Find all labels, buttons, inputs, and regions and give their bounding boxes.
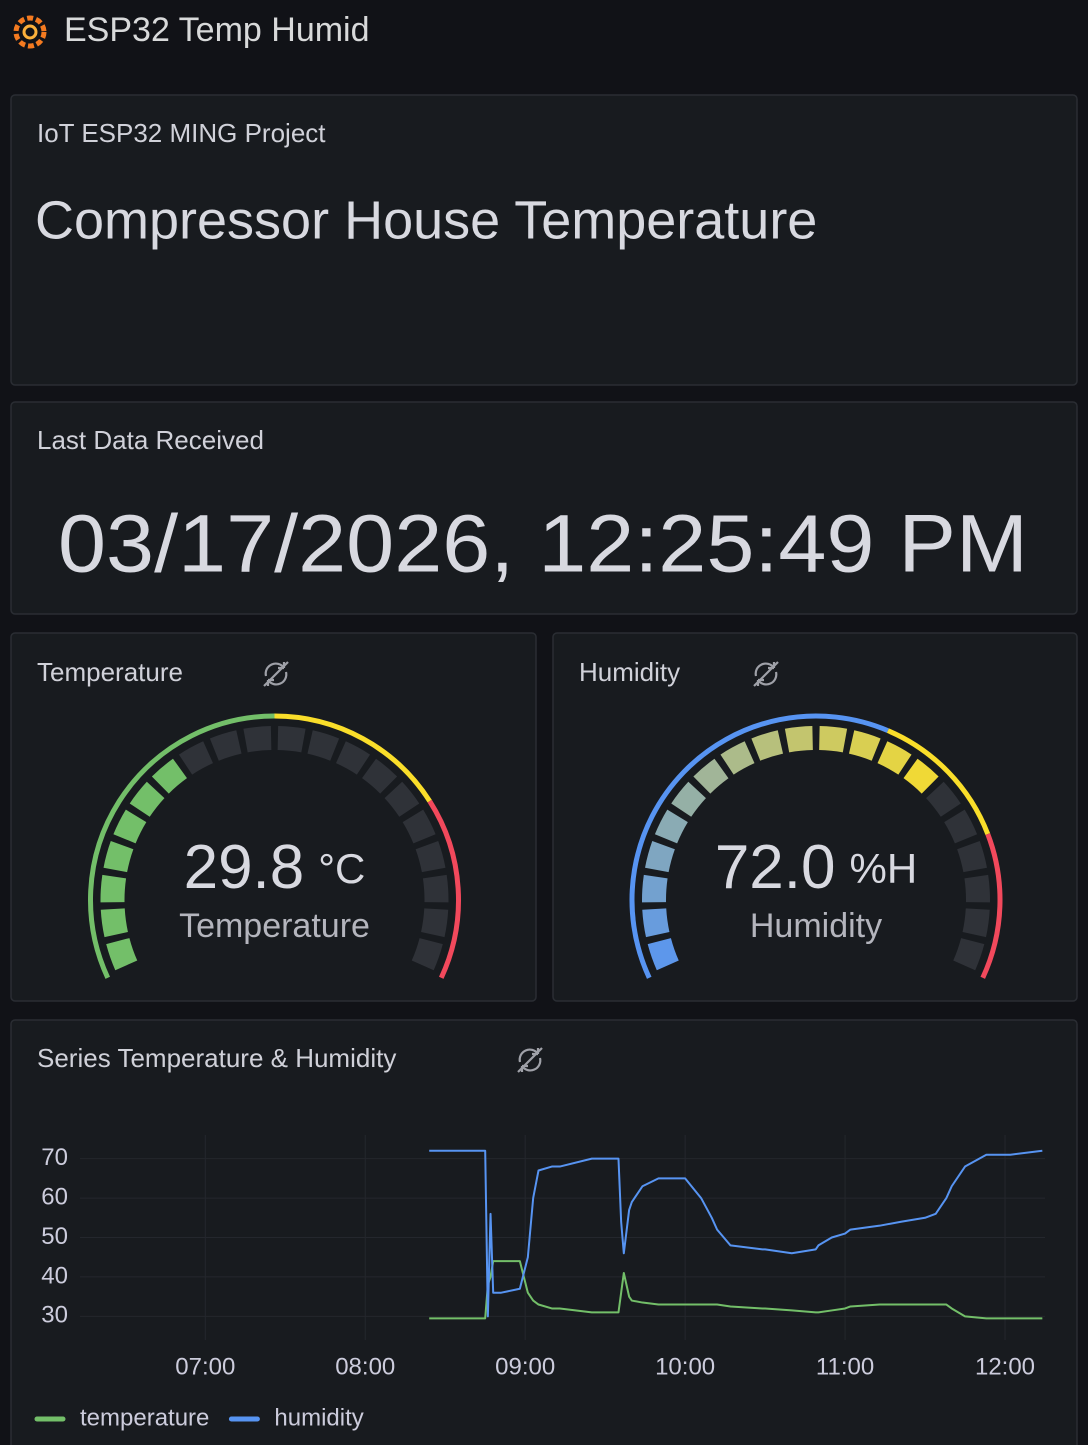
gauge-fill [645, 841, 675, 873]
x-tick-label: 08:00 [335, 1353, 395, 1380]
y-tick-label: 70 [41, 1144, 68, 1171]
gauge-track [277, 726, 306, 753]
gauge-fill [103, 841, 134, 873]
gauge-fill [671, 781, 707, 817]
gauge-fill [720, 741, 755, 775]
stat-value: 03/17/2026, 12:25:49 PM [58, 499, 1028, 590]
gauge-fill [151, 758, 188, 794]
gauge-track [422, 874, 449, 903]
gauge-track [178, 741, 214, 775]
gauge-fill [642, 874, 668, 903]
panel-title: Last Data Received [37, 425, 264, 455]
threshold-band [88, 713, 275, 979]
value-text: 72.0 [715, 833, 836, 902]
gauge-fill [903, 758, 939, 794]
gauge-fill [818, 726, 848, 753]
gauge-track [402, 809, 436, 844]
gauge-track [944, 809, 978, 844]
gauge-value: 29.8 °C [184, 833, 366, 902]
y-tick-label: 50 [41, 1223, 68, 1250]
gauge-fill [642, 908, 670, 938]
y-tick-label: 60 [41, 1183, 68, 1210]
y-tick-label: 40 [41, 1262, 68, 1289]
x-tick-label: 07:00 [175, 1353, 235, 1380]
value-text: 29.8 [184, 833, 305, 902]
series-line [429, 1149, 1043, 1318]
panel-title: Humidity [579, 657, 680, 687]
unit-text: °C [318, 845, 365, 892]
gauge-fill [106, 937, 138, 971]
gauge-fill [784, 726, 814, 753]
gauge-track [953, 937, 985, 971]
threshold-band [629, 713, 889, 979]
icon-slash [517, 1047, 543, 1073]
threshold-band [274, 713, 432, 803]
gauge-track [962, 908, 990, 938]
gauge-track [209, 730, 242, 761]
gauge-track [957, 841, 987, 873]
gauge-panel [10, 632, 537, 1002]
gauge-fill [751, 730, 784, 761]
gauge-fill [100, 874, 127, 903]
stat-panel [10, 401, 1078, 615]
gauge-fill [100, 908, 128, 938]
panel-title: Series Temperature & Humidity [37, 1043, 396, 1073]
gauge-fill [129, 781, 165, 817]
gauge-label: Humidity [750, 907, 882, 945]
x-tick-label: 09:00 [495, 1353, 555, 1380]
dashboard-title: ESP32 Temp Humid [64, 11, 370, 49]
panel-title: IoT ESP32 MING Project [37, 118, 326, 148]
gauge-fill [877, 741, 912, 775]
gauge-panel [552, 632, 1078, 1002]
x-tick-label: 10:00 [655, 1353, 715, 1380]
gauge-track [335, 741, 371, 775]
gauge-fill [693, 758, 729, 794]
panel-icon [263, 661, 289, 687]
gauge-label: Temperature [179, 907, 370, 945]
gauge-track [964, 874, 990, 903]
threshold-band [980, 833, 1003, 979]
icon-slash [263, 661, 289, 687]
gauge-track [307, 730, 340, 761]
panel-icon [753, 661, 779, 687]
y-tick-label: 30 [41, 1302, 68, 1329]
gauge-track [415, 841, 446, 873]
panel-icon [517, 1047, 543, 1073]
gauge-track [925, 781, 961, 817]
gauge-fill [113, 809, 147, 844]
threshold-band [427, 799, 461, 979]
timeseries-panel [10, 1019, 1078, 1445]
x-tick-label: 11:00 [816, 1353, 874, 1380]
gauge-track [243, 726, 272, 753]
panel-title: Temperature [37, 657, 183, 687]
x-tick-label: 12:00 [975, 1353, 1035, 1380]
legend-label: temperature [80, 1404, 209, 1431]
icon-slash [753, 661, 779, 687]
unit-text: %H [849, 845, 917, 892]
gauge-value: 72.0 %H [715, 833, 917, 902]
gauge-track [384, 781, 420, 817]
gauge-fill [647, 937, 679, 971]
text-panel [10, 94, 1078, 386]
legend-label: humidity [274, 1404, 363, 1431]
gauge-fill [848, 730, 881, 761]
panel-content: Compressor House Temperature [35, 190, 817, 250]
gauge-track [421, 908, 449, 938]
gauge-track [411, 937, 443, 971]
threshold-band [886, 728, 991, 835]
gauge-track [361, 758, 398, 794]
grafana-logo [13, 15, 47, 49]
gauge-fill [654, 809, 688, 844]
